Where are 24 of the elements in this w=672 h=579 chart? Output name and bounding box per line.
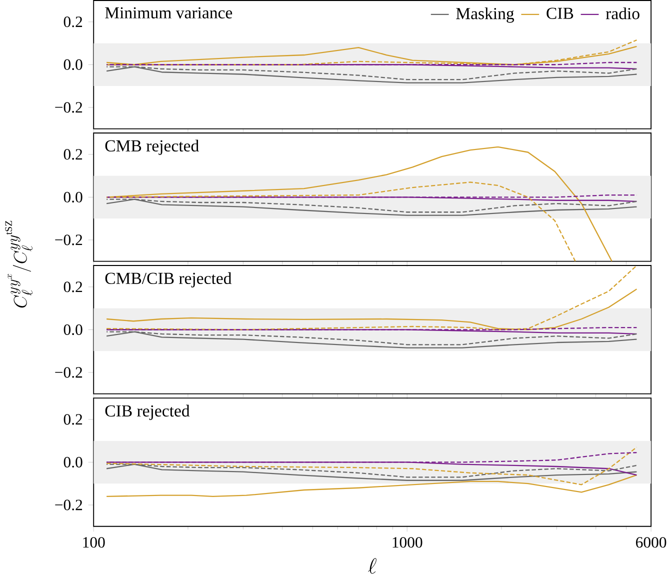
- x-axis-title: $\ell$: [368, 558, 376, 574]
- y-tick-label: 0.0: [64, 324, 82, 336]
- chart-title: Minimum variance: [105, 7, 232, 19]
- y-axis-title: $C_\ell^{yy^x} / C_\ell^{yy^{\rm tSZ}}$: [5, 221, 33, 308]
- y-tick-label: 0.2: [64, 16, 82, 28]
- x-tick-label: 100: [83, 537, 105, 548]
- y-tick-label: −0.2: [55, 500, 82, 510]
- y-tick-label: 0.2: [64, 149, 82, 160]
- y-tick-label: −0.2: [55, 234, 82, 246]
- chart-title: CMB rejected: [105, 140, 199, 156]
- y-tick-label: 0.0: [64, 192, 82, 203]
- y-tick-label: −0.2: [55, 102, 82, 113]
- chart-title: CIB rejected: [105, 404, 190, 420]
- chart-title: CMB/CIB rejected: [105, 272, 232, 288]
- legend-label: radio: [606, 8, 640, 20]
- legend-label: CIB: [546, 8, 574, 20]
- y-tick-label: 0.2: [64, 282, 82, 292]
- y-tick-label: 0.0: [64, 457, 82, 468]
- y-tick-label: −0.2: [55, 367, 82, 378]
- x-tick-label: 1000: [392, 537, 422, 548]
- y-tick-label: 0.2: [64, 414, 82, 425]
- legend-label: Masking: [456, 8, 514, 23]
- x-tick-label: 6000: [636, 537, 666, 548]
- y-tick-label: 0.0: [64, 59, 82, 70]
